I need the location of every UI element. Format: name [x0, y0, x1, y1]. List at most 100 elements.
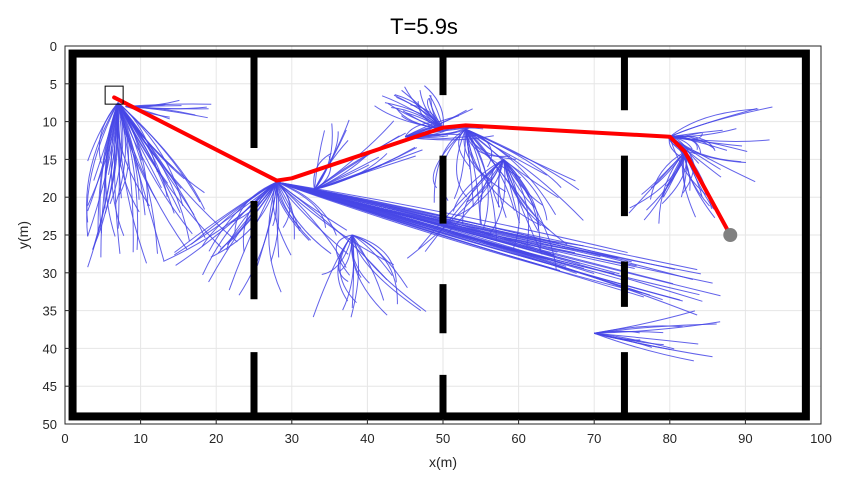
tree-branch [117, 102, 158, 254]
tree-branch [342, 234, 355, 311]
rrt-tree [86, 85, 773, 362]
x-tick-label: 70 [587, 431, 601, 446]
tree-branch [217, 181, 278, 254]
start-marker [104, 85, 124, 105]
tree-branch [669, 136, 702, 154]
tree-branch [662, 151, 686, 198]
tree-branch [117, 102, 157, 200]
tree-branch [352, 234, 393, 276]
tree-branch [313, 130, 325, 190]
tree-branch [87, 102, 119, 268]
tree-branch [649, 151, 686, 200]
y-tick-label: 40 [43, 341, 57, 356]
y-tick-label: 20 [43, 190, 57, 205]
tree-branch [276, 181, 651, 296]
chart-title: T=5.9s [390, 14, 458, 39]
tree-branch [503, 159, 520, 250]
x-tick-label: 80 [663, 431, 677, 446]
y-tick-label: 25 [43, 228, 57, 243]
tree-branch [351, 234, 422, 311]
tree-branch [190, 181, 277, 245]
tree-branch [234, 181, 277, 233]
path-line [112, 95, 733, 237]
tree-branch [465, 128, 539, 220]
tree-branch [276, 181, 327, 228]
tree-branch [594, 332, 675, 350]
y-tick-label: 5 [50, 77, 57, 92]
tree-branch [314, 131, 339, 190]
tree-branch [669, 136, 711, 199]
y-tick-label: 0 [50, 39, 57, 54]
tree-branch [404, 120, 440, 137]
y-tick-label: 30 [43, 266, 57, 281]
tree-branch [117, 102, 193, 235]
tree-branch [503, 159, 543, 255]
tree-branch [276, 181, 643, 294]
y-tick-label: 50 [43, 417, 57, 432]
tree-branch [339, 234, 353, 272]
tree-branch [352, 234, 398, 305]
tree-branch [276, 181, 618, 259]
tree-branch [276, 181, 644, 298]
tree-branch [117, 102, 120, 229]
tree-branch [502, 159, 550, 231]
boundary-wall [68, 49, 810, 421]
x-tick-label: 100 [810, 431, 832, 446]
x-tick-label: 10 [133, 431, 147, 446]
x-tick-label: 20 [209, 431, 223, 446]
x-axis-label: x(m) [429, 454, 457, 470]
tree-branch [466, 159, 504, 203]
tree-branch [352, 234, 397, 283]
y-tick-label: 10 [43, 115, 57, 130]
tree-branch [86, 102, 119, 237]
tree-branch [117, 102, 205, 194]
y-tick-label: 15 [43, 152, 57, 167]
tree-branch [452, 158, 504, 212]
tree-branch [350, 234, 360, 318]
tree-branch [401, 89, 444, 130]
tree-branch [463, 129, 506, 193]
x-tick-label: 40 [360, 431, 374, 446]
tree-branch [428, 97, 444, 130]
tree-branch [276, 181, 347, 268]
tree-branch [465, 128, 557, 215]
tree-branch [594, 331, 664, 334]
tree-branch [646, 151, 686, 211]
tree-branch [503, 159, 548, 221]
tree-branch [276, 181, 349, 255]
tree-branch [276, 181, 332, 255]
tree-branch [424, 159, 504, 252]
y-axis-label: y(m) [15, 221, 31, 249]
tree-branch [276, 181, 676, 270]
x-tick-label: 0 [61, 431, 68, 446]
tree-branch [272, 182, 278, 227]
walls [68, 49, 810, 421]
x-tick-label: 50 [436, 431, 450, 446]
tree-branch [256, 182, 278, 266]
tree-branch [314, 146, 416, 191]
tree-branch [117, 102, 222, 248]
tree-branch [594, 323, 717, 334]
tree-branch [125, 106, 170, 118]
tree-branch [650, 151, 686, 189]
tree-branch [669, 106, 773, 138]
tree-branch [276, 181, 628, 254]
tree-branch [465, 129, 471, 170]
tree-branch [335, 234, 353, 276]
tree-branch [669, 136, 743, 147]
planned-path [112, 95, 733, 237]
tree-branch [465, 128, 516, 160]
tree-branch [503, 159, 540, 230]
tree-branch [314, 135, 400, 191]
tree-branch [97, 102, 119, 235]
tree-branch [488, 159, 506, 236]
tree-branch [503, 159, 557, 270]
tree-branch [491, 158, 504, 208]
markers [104, 85, 738, 242]
tree-branch [503, 159, 543, 206]
tree-branch [502, 159, 568, 245]
tree-branch [276, 181, 348, 231]
y-tick-label: 35 [43, 304, 57, 319]
tree-branch [100, 102, 119, 258]
